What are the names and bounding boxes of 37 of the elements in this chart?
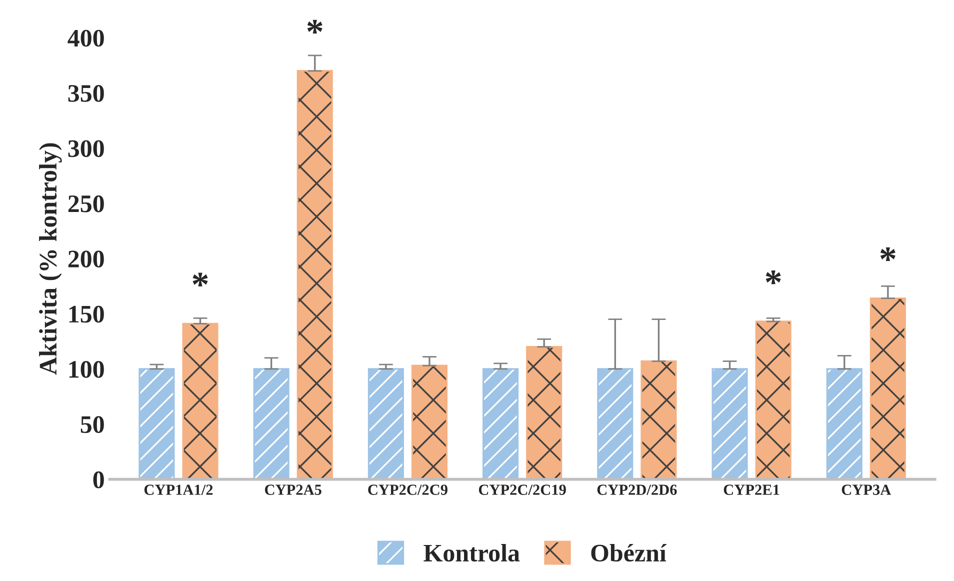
bar [526, 346, 562, 480]
bar [712, 368, 748, 480]
annotation: * [192, 272, 208, 286]
y-axis-title: Aktivita (% kontroly) [39, 143, 62, 375]
y-tick-label: 150 [69, 306, 104, 323]
bar [253, 368, 290, 480]
bar [870, 297, 906, 480]
y-tick-label: 0 [93, 471, 104, 488]
bar [182, 322, 218, 480]
x-tick-label: CYP2A5 [264, 484, 322, 495]
bar [138, 368, 175, 480]
legend-label: Obézní [591, 544, 667, 562]
bar [755, 320, 792, 480]
y-tick-label: 50 [80, 416, 104, 434]
bar [368, 368, 404, 480]
bar [826, 368, 862, 480]
x-tick-label: CYP3A [842, 484, 892, 495]
x-tick-label: CYP2C/2C9 [368, 484, 448, 495]
bar [296, 70, 333, 480]
bar [597, 368, 634, 480]
y-tick-label: 300 [68, 140, 104, 158]
legend-label: Kontrola [424, 544, 520, 562]
annotation: * [880, 247, 896, 261]
annotation: * [766, 270, 781, 284]
x-tick-label: CYP2C/2C19 [478, 484, 566, 495]
x-tick-label: CYP2E1 [724, 484, 780, 495]
y-tick-label: 100 [69, 360, 104, 378]
x-tick-label: CYP1A1/2 [144, 484, 213, 495]
bar [411, 364, 448, 480]
y-tick-label: 400 [68, 30, 104, 47]
x-tick-label: CYP2D/2D6 [597, 484, 677, 495]
bar [482, 368, 519, 480]
annotation: * [307, 20, 322, 34]
y-tick-label: 250 [68, 195, 104, 212]
y-tick-label: 350 [68, 85, 104, 102]
bar [640, 360, 677, 480]
y-tick-label: 200 [68, 250, 104, 268]
